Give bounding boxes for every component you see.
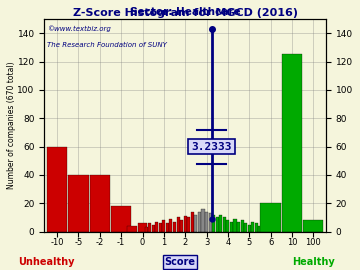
Bar <box>282 55 302 232</box>
Bar <box>166 223 169 232</box>
Bar <box>111 206 131 232</box>
Bar <box>90 175 110 232</box>
Text: ©www.textbiz.org: ©www.textbiz.org <box>47 25 111 32</box>
Bar <box>159 223 162 232</box>
Bar <box>244 223 247 232</box>
Y-axis label: Number of companies (670 total): Number of companies (670 total) <box>7 62 16 189</box>
Bar <box>138 223 147 232</box>
Bar <box>216 217 219 232</box>
Bar <box>265 226 269 232</box>
Bar <box>240 220 244 232</box>
Bar <box>127 226 137 232</box>
Bar <box>255 223 258 232</box>
Bar <box>162 220 166 232</box>
Bar <box>222 217 226 232</box>
Bar <box>233 219 237 232</box>
Bar <box>251 222 255 232</box>
Bar <box>144 227 148 232</box>
Bar <box>191 212 194 232</box>
Bar <box>208 213 212 232</box>
Bar <box>148 223 151 232</box>
Bar <box>262 225 265 232</box>
Text: Unhealthy: Unhealthy <box>19 257 75 267</box>
Bar <box>219 215 222 232</box>
Bar <box>198 212 201 232</box>
Bar <box>248 225 251 232</box>
Bar <box>226 220 229 232</box>
Text: Healthy: Healthy <box>292 257 334 267</box>
Bar <box>180 220 183 232</box>
Bar <box>68 175 89 232</box>
Text: 3.2333: 3.2333 <box>191 141 232 151</box>
Bar <box>152 225 155 232</box>
Bar <box>212 215 215 232</box>
Bar <box>176 217 180 232</box>
Bar <box>169 219 172 232</box>
Title: Z-Score Histogram for MGCD (2016): Z-Score Histogram for MGCD (2016) <box>73 8 298 18</box>
Text: The Research Foundation of SUNY: The Research Foundation of SUNY <box>47 42 167 48</box>
Bar <box>237 222 240 232</box>
Bar <box>258 226 261 232</box>
Bar <box>205 212 208 232</box>
Text: Score: Score <box>165 257 195 267</box>
Bar <box>194 215 198 232</box>
Bar <box>155 222 158 232</box>
Bar <box>230 222 233 232</box>
Bar <box>187 217 190 232</box>
Text: Sector: Healthcare: Sector: Healthcare <box>130 7 240 17</box>
Bar <box>184 216 187 232</box>
Bar <box>173 222 176 232</box>
Bar <box>47 147 67 232</box>
Bar <box>201 209 204 232</box>
Bar <box>260 203 281 232</box>
Bar <box>303 220 323 232</box>
